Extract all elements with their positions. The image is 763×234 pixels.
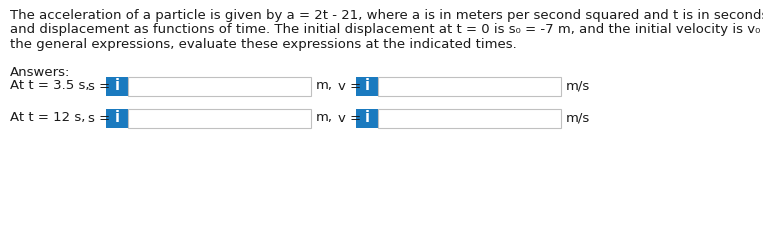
FancyBboxPatch shape [106, 109, 128, 128]
Text: the general expressions, evaluate these expressions at the indicated times.: the general expressions, evaluate these … [10, 38, 517, 51]
Text: i: i [365, 78, 369, 94]
FancyBboxPatch shape [128, 109, 311, 128]
FancyBboxPatch shape [378, 109, 561, 128]
FancyBboxPatch shape [356, 109, 378, 128]
Text: s =: s = [88, 80, 110, 92]
Text: The acceleration of a particle is given by a = 2t - 21, where a is in meters per: The acceleration of a particle is given … [10, 9, 763, 22]
Text: v =: v = [338, 111, 361, 124]
FancyBboxPatch shape [128, 77, 311, 95]
Text: Answers:: Answers: [10, 66, 70, 79]
Text: m/s: m/s [566, 111, 591, 124]
Text: At t = 3.5 s,: At t = 3.5 s, [10, 80, 89, 92]
Text: m/s: m/s [566, 80, 591, 92]
Text: m,: m, [316, 80, 333, 92]
Text: v =: v = [338, 80, 361, 92]
Text: m,: m, [316, 111, 333, 124]
Text: i: i [114, 110, 120, 125]
Text: At t = 12 s,: At t = 12 s, [10, 111, 85, 124]
Text: i: i [365, 110, 369, 125]
FancyBboxPatch shape [378, 77, 561, 95]
FancyBboxPatch shape [106, 77, 128, 95]
Text: i: i [114, 78, 120, 94]
Text: s =: s = [88, 111, 110, 124]
Text: and displacement as functions of time. The initial displacement at t = 0 is s₀ =: and displacement as functions of time. T… [10, 23, 763, 37]
FancyBboxPatch shape [356, 77, 378, 95]
